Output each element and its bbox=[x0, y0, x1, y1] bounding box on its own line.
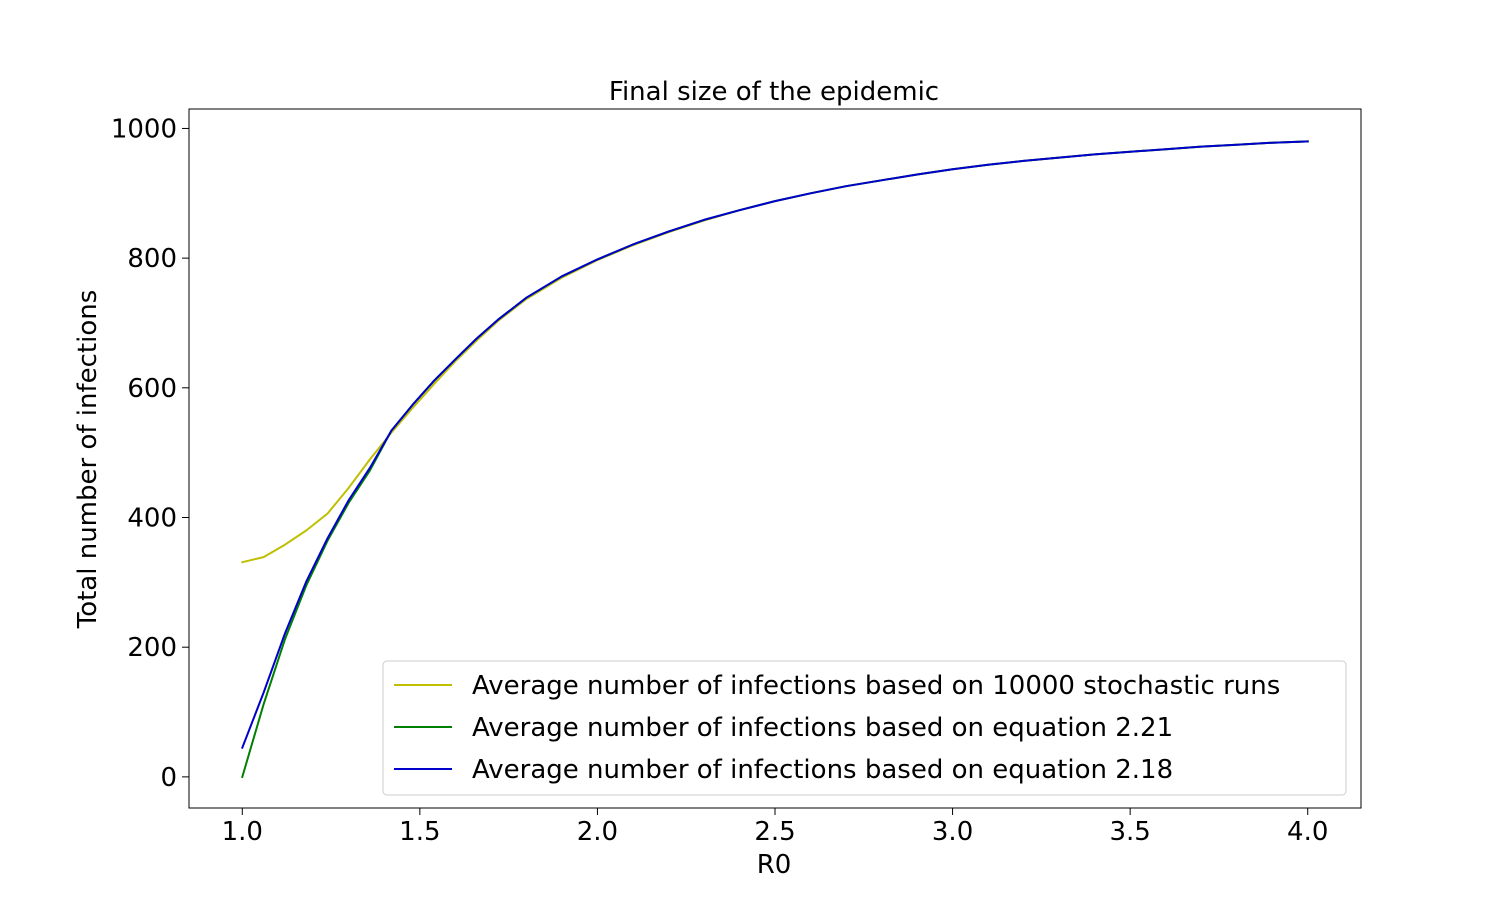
y-axis-label: Total number of infections bbox=[73, 290, 103, 630]
y-tick-label: 0 bbox=[160, 763, 177, 793]
series-line-3 bbox=[241, 140, 1309, 749]
y-axis: 0 200 400 600 800 1000 bbox=[111, 114, 189, 793]
x-tick-label: 2.5 bbox=[754, 817, 795, 847]
x-tick-label: 1.0 bbox=[222, 817, 263, 847]
y-tick-label: 200 bbox=[127, 633, 177, 663]
x-tick-label: 4.0 bbox=[1287, 817, 1328, 847]
y-tick-label: 800 bbox=[127, 244, 177, 274]
x-tick-label: 3.5 bbox=[1109, 817, 1150, 847]
x-axis: 1.0 1.5 2.0 2.5 3.0 3.5 4.0 bbox=[222, 808, 1328, 847]
legend: Average number of infections based on 10… bbox=[382, 660, 1347, 796]
chart-title: Final size of the epidemic bbox=[609, 77, 939, 107]
y-tick-label: 1000 bbox=[111, 114, 177, 144]
x-tick-label: 3.0 bbox=[932, 817, 973, 847]
x-axis-label: R0 bbox=[757, 850, 792, 880]
x-tick-label: 2.0 bbox=[577, 817, 618, 847]
y-tick-label: 600 bbox=[127, 374, 177, 404]
legend-frame bbox=[382, 660, 1347, 796]
legend-label-2: Average number of infections based on eq… bbox=[472, 713, 1173, 743]
legend-label-3: Average number of infections based on eq… bbox=[472, 755, 1173, 785]
series-layer bbox=[241, 140, 1309, 779]
legend-label-1: Average number of infections based on 10… bbox=[472, 671, 1280, 701]
x-tick-label: 1.5 bbox=[399, 817, 440, 847]
y-tick-label: 400 bbox=[127, 504, 177, 534]
